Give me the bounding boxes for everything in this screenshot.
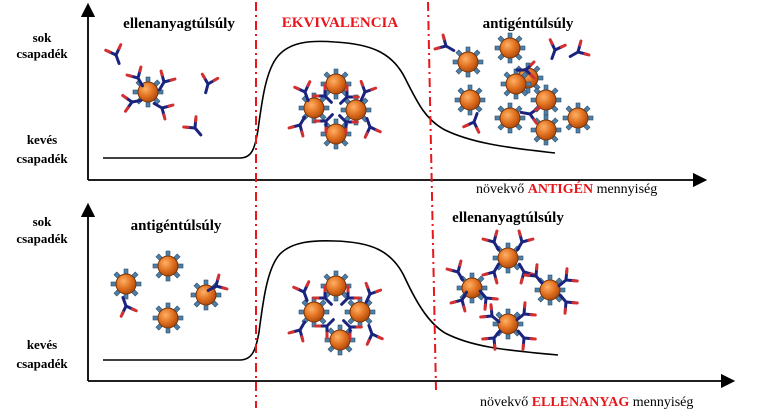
lattice-precipitate-top bbox=[289, 69, 380, 149]
region-label-top-right: antigéntúlsúly bbox=[483, 16, 574, 32]
antigen-excess-cluster-bottom bbox=[111, 251, 227, 333]
x-axis-label-bottom: növekvő ELLENANYAG mennyiség bbox=[480, 395, 693, 410]
y-label-high-top: sok bbox=[33, 30, 53, 45]
region-label-top-left: ellenanyagtúlsúly bbox=[123, 16, 235, 32]
panel-bottom: sok csapadék kevés csapadék antigéntúlsú… bbox=[16, 210, 728, 410]
y-label-high-bottom: sok bbox=[33, 214, 53, 229]
y-label-low-bottom-2: csapadék bbox=[16, 356, 68, 371]
y-label-low-top: kevés bbox=[27, 132, 57, 147]
divider-right bbox=[428, 2, 436, 390]
region-label-bottom-left: antigéntúlsúly bbox=[131, 218, 222, 234]
y-label-high-bottom-2: csapadék bbox=[16, 231, 68, 246]
region-label-bottom-right: ellenanyagtúlsúly bbox=[452, 210, 564, 226]
region-label-equivalence: EKVIVALENCIA bbox=[282, 15, 399, 31]
panel-top: sok csapadék kevés csapadék ellenanyagtú… bbox=[16, 10, 700, 197]
antibody-excess-cluster-bottom bbox=[447, 231, 577, 349]
y-label-low-top-2: csapadék bbox=[16, 151, 68, 166]
y-label-low-bottom: kevés bbox=[27, 337, 57, 352]
antigen-excess-cluster-top bbox=[435, 33, 593, 145]
lattice-precipitate-bottom bbox=[289, 271, 382, 355]
y-label-high-top-2: csapadék bbox=[16, 46, 68, 61]
antibody-excess-cluster-top bbox=[106, 45, 218, 140]
x-axis-label-top: növekvő ANTIGÉN mennyiség bbox=[476, 180, 657, 197]
